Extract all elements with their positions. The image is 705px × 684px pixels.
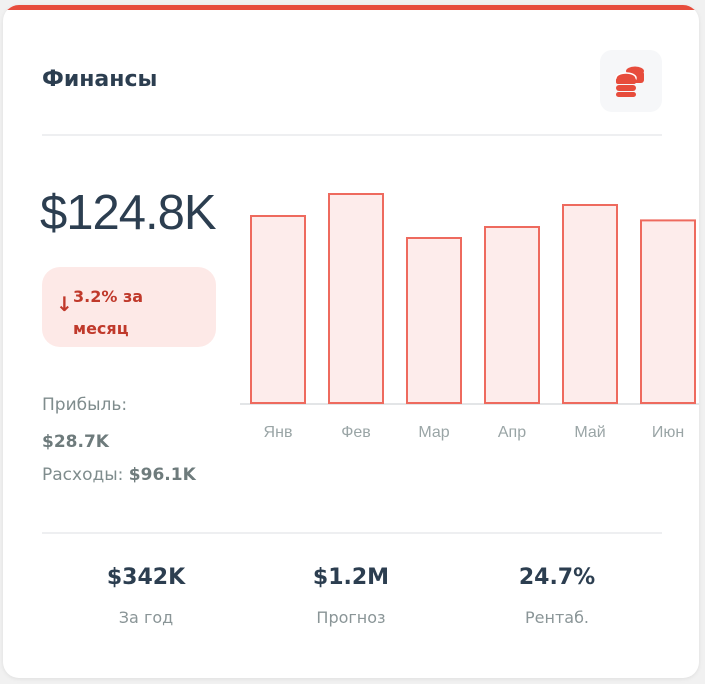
x-tick-label: Янв: [264, 424, 293, 441]
bar-1: [328, 193, 384, 404]
profit-value: $28.7K: [42, 432, 109, 452]
bar-0: [250, 215, 306, 404]
stat-forecast: $1.2M Прогноз: [261, 565, 441, 627]
expenses-value: $96.1K: [128, 465, 196, 485]
change-badge: ↓ 3.2% за месяц: [42, 267, 216, 347]
stats-divider: [42, 532, 662, 534]
stat-value: 24.7%: [518, 565, 596, 590]
coins-icon-button[interactable]: [600, 50, 662, 112]
stat-value: $1.2M: [312, 565, 390, 590]
stat-profitability: 24.7% Рентаб.: [467, 565, 647, 627]
bar-4: [562, 204, 618, 404]
change-text: 3.2% за месяц: [73, 287, 144, 338]
header-divider: [42, 134, 662, 136]
finance-card: Финансы $124.8K ↓ 3.2% за месяц Прибыль:…: [3, 5, 699, 678]
bar-2: [406, 237, 462, 404]
x-tick-label: Май: [574, 424, 605, 441]
bar-5: [640, 219, 696, 405]
bar-3: [484, 226, 540, 404]
stat-label: За год: [118, 608, 174, 627]
card-title: Финансы: [42, 67, 158, 92]
x-tick-label: Фев: [341, 424, 371, 441]
profit-label: Прибыль:: [42, 395, 128, 415]
card-accent-bar: [3, 5, 699, 10]
x-tick-label: Апр: [498, 424, 526, 441]
total-amount: $124.8K: [40, 186, 217, 240]
x-tick-label: Мар: [418, 424, 449, 441]
stat-label: Рентаб.: [524, 608, 590, 627]
expenses-info: Расходы: $96.1K: [42, 465, 196, 485]
profit-info: Прибыль: $28.7K: [42, 387, 212, 461]
arrow-down-icon: ↓: [56, 292, 73, 316]
x-tick-label: Июн: [652, 424, 684, 441]
expenses-label: Расходы:: [42, 465, 124, 485]
coins-icon: [615, 66, 644, 97]
stat-year: $342K За год: [56, 565, 236, 627]
monthly-bar-chart: Янв Фев Мар Апр Май Июн: [240, 193, 699, 441]
stat-value: $342K: [106, 565, 186, 590]
stat-label: Прогноз: [316, 608, 386, 627]
